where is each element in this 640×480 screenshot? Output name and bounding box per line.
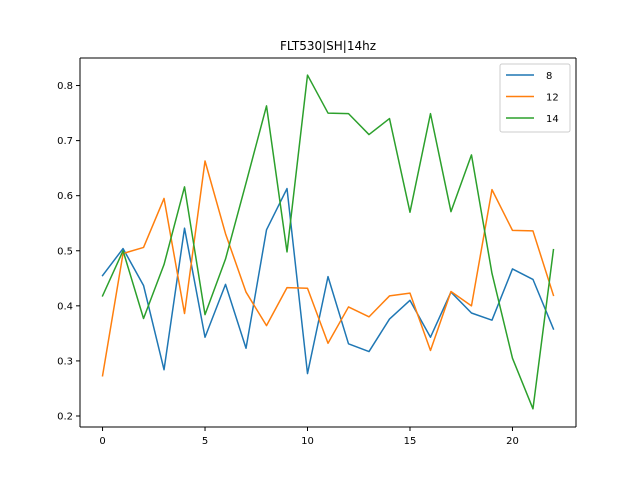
y-tick-label: 0.6 bbox=[57, 191, 73, 202]
legend-items: 8 12 14 bbox=[506, 71, 559, 125]
chart-title: FLT530|SH|14hz bbox=[280, 39, 376, 53]
y-tick-label: 0.8 bbox=[57, 81, 73, 92]
x-tick-label: 10 bbox=[301, 436, 314, 447]
y-tick-label: 0.2 bbox=[57, 411, 73, 422]
y-tick-label: 0.7 bbox=[57, 136, 73, 147]
legend-label-12: 12 bbox=[546, 93, 559, 104]
legend-box bbox=[499, 63, 571, 133]
y-axis-ticks: 0.2 0.3 0.4 0.5 0.6 0.7 0.8 bbox=[57, 81, 80, 422]
y-tick-label: 0.3 bbox=[57, 356, 73, 367]
series-line-12 bbox=[101, 160, 555, 377]
x-tick-label: 20 bbox=[506, 436, 519, 447]
series-line-14 bbox=[101, 74, 555, 410]
legend-label-8: 8 bbox=[546, 71, 552, 82]
legend: 8 12 14 bbox=[499, 63, 571, 133]
y-tick-label: 0.4 bbox=[57, 301, 73, 312]
x-tick-label: 15 bbox=[404, 436, 417, 447]
y-tick-label: 0.5 bbox=[57, 246, 73, 257]
x-tick-label: 5 bbox=[202, 436, 208, 447]
legend-label-14: 14 bbox=[546, 114, 559, 125]
series-layer bbox=[101, 74, 555, 410]
x-axis-ticks: 0 5 10 15 20 bbox=[99, 427, 519, 447]
axes-layer bbox=[79, 57, 577, 428]
x-tick-label: 0 bbox=[99, 436, 105, 447]
